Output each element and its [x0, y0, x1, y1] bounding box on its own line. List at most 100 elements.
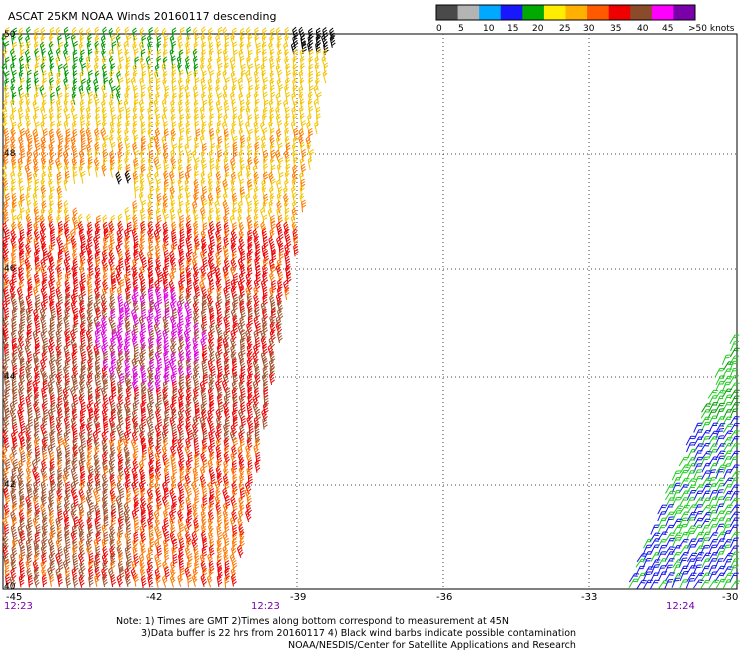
wind-barb: [94, 40, 100, 54]
wind-barb: [139, 113, 145, 128]
wind-barb: [18, 321, 25, 335]
wind-barb: [27, 135, 33, 148]
wind-barb: [694, 497, 705, 507]
wind-barb: [293, 135, 298, 149]
wind-barb: [322, 70, 328, 84]
wind-barb: [163, 41, 168, 55]
wind-barb: [102, 26, 108, 40]
wind-barb: [192, 84, 198, 98]
wind-barb: [125, 77, 131, 91]
wind-barb: [12, 458, 19, 472]
wind-barb: [230, 465, 237, 479]
wind-barb: [239, 55, 245, 69]
wind-barb: [140, 517, 147, 531]
wind-barb: [95, 494, 101, 508]
wind-barb: [94, 141, 100, 155]
time-label-left: 12:23: [4, 601, 33, 612]
wind-barb: [729, 422, 740, 433]
wind-barb: [700, 537, 710, 548]
wind-barb: [209, 538, 215, 552]
wind-barb: [58, 135, 64, 148]
wind-barb: [277, 214, 283, 228]
wind-barb: [56, 128, 62, 142]
wind-barb: [85, 120, 91, 134]
wind-barb: [284, 127, 290, 141]
wind-barb: [3, 85, 9, 99]
wind-barb: [171, 121, 177, 135]
wind-barb: [170, 199, 176, 213]
wind-barb: [254, 372, 261, 386]
wind-barb: [147, 48, 153, 62]
wind-barb: [217, 105, 223, 119]
wind-barb: [707, 436, 719, 446]
wind-barb: [223, 228, 230, 242]
wind-barb: [208, 48, 214, 62]
wind-barb: [286, 70, 291, 83]
wind-barb: [17, 472, 24, 487]
longitude-label: -30: [722, 592, 738, 603]
wind-barb: [86, 77, 92, 91]
wind-barb: [245, 120, 250, 134]
wind-barb: [110, 574, 117, 588]
wind-barb: [134, 523, 140, 537]
wind-barb: [11, 221, 17, 235]
colorbar-swatch: [565, 5, 588, 20]
wind-barb: [246, 134, 252, 149]
wind-barb: [81, 62, 87, 76]
wind-barb: [18, 135, 24, 149]
latitude-label: 40: [4, 582, 16, 592]
wind-barb: [118, 257, 124, 271]
latitude-label: 46: [4, 264, 16, 274]
wind-barb: [268, 41, 273, 55]
wind-barb: [79, 127, 86, 141]
wind-barb: [50, 120, 55, 134]
wind-barb: [245, 502, 252, 516]
wind-barb: [209, 422, 216, 437]
wind-barb: [86, 84, 91, 98]
wind-barb: [57, 408, 64, 422]
wind-barb: [163, 185, 169, 198]
wind-barb: [179, 114, 185, 127]
wind-barb: [20, 77, 25, 91]
wind-barb: [178, 99, 183, 113]
wind-barb: [194, 487, 200, 501]
wind-barb: [200, 113, 206, 127]
wind-barb: [117, 141, 124, 155]
wind-barb: [100, 40, 106, 55]
wind-barb: [117, 99, 123, 113]
wind-barb: [50, 98, 56, 112]
wind-barb: [164, 213, 169, 227]
wind-barb: [4, 40, 10, 54]
wind-barb: [147, 516, 154, 530]
wind-barb: [19, 142, 25, 157]
wind-barb: [223, 113, 229, 128]
wind-barb: [261, 41, 267, 55]
wind-barb: [218, 402, 224, 415]
wind-barb: [275, 92, 281, 106]
wind-barb: [238, 127, 244, 141]
wind-barb: [193, 192, 199, 206]
wind-barb: [162, 437, 169, 451]
wind-barb: [240, 105, 245, 119]
wind-barb: [139, 149, 145, 163]
wind-barb: [80, 105, 85, 119]
wind-barb: [63, 178, 69, 192]
wind-barb: [230, 451, 236, 465]
wind-barb: [216, 242, 223, 256]
wind-barb: [208, 220, 215, 234]
wind-barb: [308, 56, 314, 70]
wind-barb: [221, 120, 227, 134]
wind-barb: [171, 69, 177, 83]
wind-barb: [12, 41, 18, 55]
wind-barb: [721, 496, 731, 508]
wind-barb: [309, 148, 315, 162]
wind-barb: [254, 27, 260, 41]
wind-barb: [230, 127, 236, 141]
longitude-labels: -45 -42 -39 -36 -33 -30: [6, 592, 738, 603]
wind-barb: [156, 149, 162, 163]
wind-barb: [124, 135, 130, 149]
wind-barb: [48, 516, 55, 530]
wind-barb: [224, 105, 230, 119]
wind-barb: [20, 48, 26, 62]
colorbar-swatch: [457, 5, 480, 20]
